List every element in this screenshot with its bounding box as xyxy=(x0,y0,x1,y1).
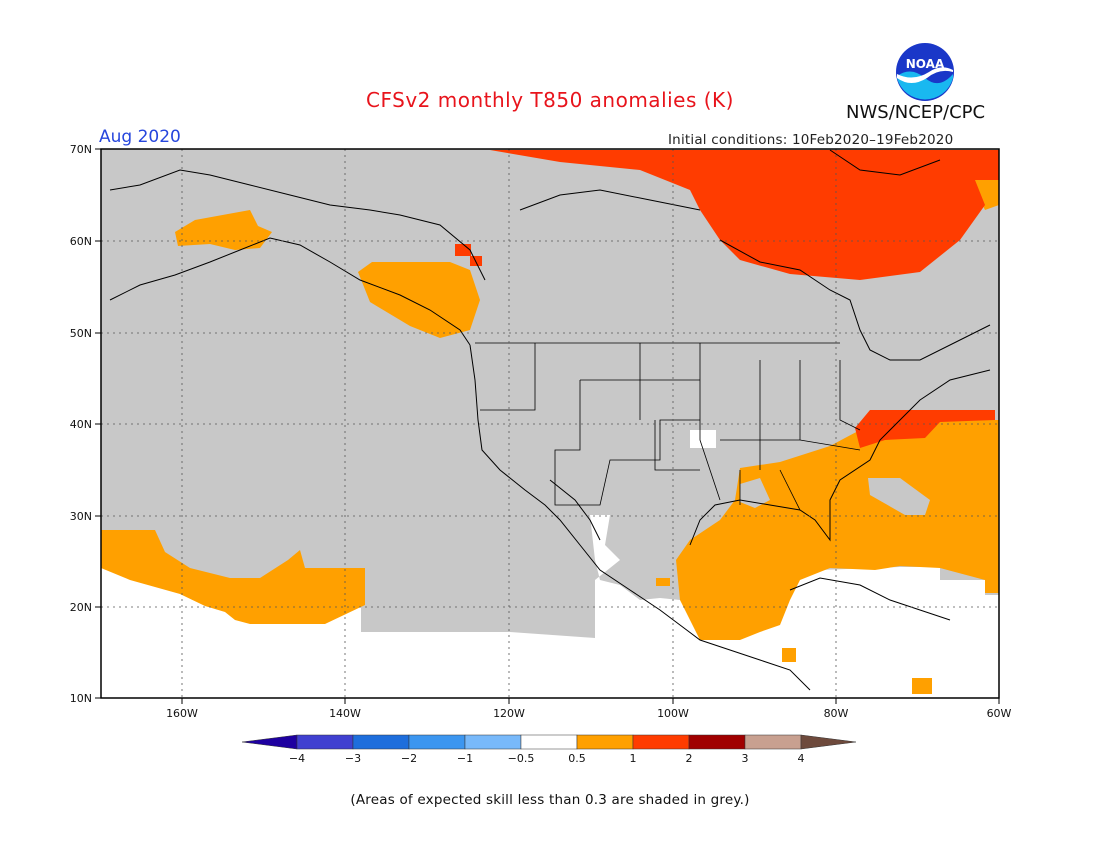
colorbar-swatch xyxy=(464,734,522,750)
chart-title: CFSv2 monthly T850 anomalies (K) xyxy=(366,88,734,112)
noaa-logo: NOAA xyxy=(895,42,955,106)
colorbar-label: 3 xyxy=(742,752,749,765)
anom-patch-a xyxy=(656,578,670,586)
no-data-patch xyxy=(690,430,716,448)
colorbar-label: 4 xyxy=(798,752,805,765)
colorbar-label: −1 xyxy=(457,752,473,765)
lat-tick-label: 60N xyxy=(70,235,92,248)
anom-bc-coast xyxy=(358,262,480,338)
skill-grey-south xyxy=(740,478,770,508)
skill-grey-atlantic xyxy=(868,478,930,515)
lat-tick-label: 40N xyxy=(70,418,92,431)
anom-northeast xyxy=(855,410,995,448)
lon-tick-label: 60W xyxy=(987,707,1012,720)
lon-tick-label: 140W xyxy=(329,707,361,720)
colorbar-label: −3 xyxy=(345,752,361,765)
colorbar-arrow-high xyxy=(800,734,857,750)
colorbar-swatch xyxy=(576,734,634,750)
colorbar-swatch xyxy=(632,734,690,750)
agency-label: NWS/NCEP/CPC xyxy=(846,102,986,123)
anom-hawaii-pacific xyxy=(101,530,365,624)
colorbar-label: 1 xyxy=(630,752,637,765)
anom-arctic-canada xyxy=(490,150,999,280)
anom-caribbean xyxy=(912,678,932,694)
lon-tick-label: 80W xyxy=(824,707,849,720)
forecast-month: Aug 2020 xyxy=(99,127,181,147)
lon-tick-label: 160W xyxy=(166,707,198,720)
anom-alaska xyxy=(175,210,272,250)
lat-tick-label: 10N xyxy=(70,692,92,705)
graticule xyxy=(101,149,999,698)
colorbar-swatch xyxy=(296,734,354,750)
colorbar-swatch xyxy=(408,734,466,750)
colorbar-swatch xyxy=(744,734,802,750)
colorbar: −4 −3 −2 −1 −0.5 0.5 1 2 3 4 xyxy=(241,734,857,765)
state-borders xyxy=(475,342,861,511)
colorbar-swatch xyxy=(352,734,410,750)
colorbar-label: 0.5 xyxy=(568,752,586,765)
lon-tick-label: 100W xyxy=(657,707,689,720)
colorbar-arrow-low xyxy=(241,734,298,750)
anom-patch-red-a xyxy=(455,244,471,256)
no-data-mexico-south xyxy=(360,640,740,698)
colorbar-swatch xyxy=(520,734,578,750)
anom-patch-b xyxy=(782,648,796,662)
lat-tick-label: 50N xyxy=(70,327,92,340)
logo-text: NOAA xyxy=(906,57,945,71)
colorbar-label: 2 xyxy=(686,752,693,765)
colorbar-label: −4 xyxy=(289,752,305,765)
initial-conditions: Initial conditions: 10Feb2020–19Feb2020 xyxy=(668,132,954,148)
lat-tick-label: 20N xyxy=(70,601,92,614)
colorbar-label: −0.5 xyxy=(508,752,535,765)
colorbar-label: −2 xyxy=(401,752,417,765)
anom-gulf-atlantic xyxy=(676,420,999,640)
tick-marks xyxy=(95,148,1000,704)
colorbar-swatch xyxy=(688,734,746,750)
coastlines xyxy=(109,149,991,691)
lat-tick-label: 70N xyxy=(70,143,92,156)
skill-footnote: (Areas of expected skill less than 0.3 a… xyxy=(350,792,750,808)
lat-tick-label: 30N xyxy=(70,510,92,523)
lon-tick-label: 120W xyxy=(493,707,525,720)
